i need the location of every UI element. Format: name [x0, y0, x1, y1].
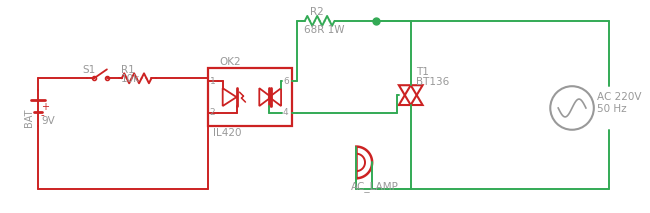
Text: 2: 2	[210, 108, 215, 117]
Text: 9V: 9V	[42, 116, 55, 126]
Text: -: -	[40, 110, 44, 120]
Text: OK2: OK2	[220, 56, 241, 66]
Text: BT136: BT136	[416, 77, 449, 87]
Text: S1: S1	[82, 65, 96, 75]
Bar	[208, 68, 292, 126]
Text: 68R 1W: 68R 1W	[304, 25, 344, 35]
Text: R2: R2	[310, 7, 324, 17]
Text: BAT: BAT	[24, 109, 34, 127]
Text: R1: R1	[121, 65, 135, 75]
Text: 10k: 10k	[121, 74, 140, 84]
Text: IL420: IL420	[213, 128, 241, 138]
Text: AC 220V
50 Hz: AC 220V 50 Hz	[597, 92, 642, 114]
Text: 1: 1	[210, 77, 216, 86]
Text: T1: T1	[416, 67, 428, 77]
Text: AC_LAMP: AC_LAMP	[352, 181, 399, 192]
Text: 4: 4	[283, 108, 289, 117]
Text: 6: 6	[283, 77, 289, 86]
Text: +: +	[40, 102, 49, 112]
